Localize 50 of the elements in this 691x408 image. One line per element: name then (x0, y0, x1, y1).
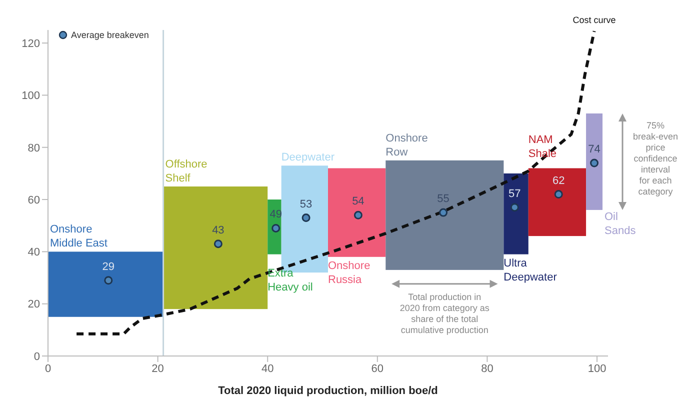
data-label: 43 (212, 224, 224, 236)
bar (586, 113, 603, 210)
point (510, 203, 519, 212)
series-label: Extra Heavy oil (268, 267, 313, 294)
data-label: 54 (352, 196, 364, 208)
bar (328, 168, 386, 257)
y-tick-label: 80 (28, 142, 40, 154)
data-label: 29 (102, 260, 115, 273)
y-tick-label: 120 (22, 38, 40, 50)
y-tick-label: 20 (28, 298, 40, 311)
x-tick-label: 80 (481, 362, 494, 375)
point (272, 224, 280, 232)
data-label: 53 (300, 198, 312, 210)
annotation: Total production in 2020 from category as share of the total cumulative production (400, 292, 490, 335)
series-label: Offshore Shelf (165, 158, 208, 184)
x-tick-label: 20 (152, 362, 164, 375)
series-label: NAM Shale (528, 134, 557, 160)
point (302, 214, 310, 222)
x-tick-label: 100 (588, 362, 606, 375)
series-label: Onshore Middle East (50, 224, 108, 250)
point (104, 276, 113, 285)
point (590, 158, 599, 168)
point (214, 240, 222, 248)
legend-label: Average breakeven (71, 30, 149, 40)
series-label: Ultra Deepwater (504, 257, 558, 284)
data-label: 57 (508, 188, 521, 200)
bar (504, 173, 528, 254)
x-axis-title: Total 2020 liquid production, million boe/d (218, 385, 438, 397)
bar (48, 252, 164, 317)
point (554, 190, 563, 199)
x-tick-label: 0 (44, 362, 52, 375)
y-tick-label: 60 (28, 194, 40, 206)
data-label: 74 (588, 143, 600, 156)
y-tick-label: 100 (22, 90, 40, 102)
y-tick-label: 40 (28, 246, 40, 259)
series-label: Onshore Row (386, 132, 428, 158)
x-tick-label: 40 (261, 362, 274, 375)
series-label: Onshore Russia (328, 260, 370, 286)
bar (163, 186, 268, 310)
data-label: 62 (552, 174, 565, 187)
bar (386, 160, 504, 270)
text: 75% break-even price confidence interval for each category (632, 120, 678, 197)
series-label: Cost curve (572, 15, 616, 26)
point (439, 208, 448, 217)
series-label: Oil Sands (604, 210, 636, 237)
series-label: Deepwater (281, 152, 335, 164)
x-tick-label: 60 (371, 362, 384, 375)
point (354, 210, 362, 220)
bar (528, 168, 586, 236)
y-tick-label: 0 (34, 350, 40, 363)
